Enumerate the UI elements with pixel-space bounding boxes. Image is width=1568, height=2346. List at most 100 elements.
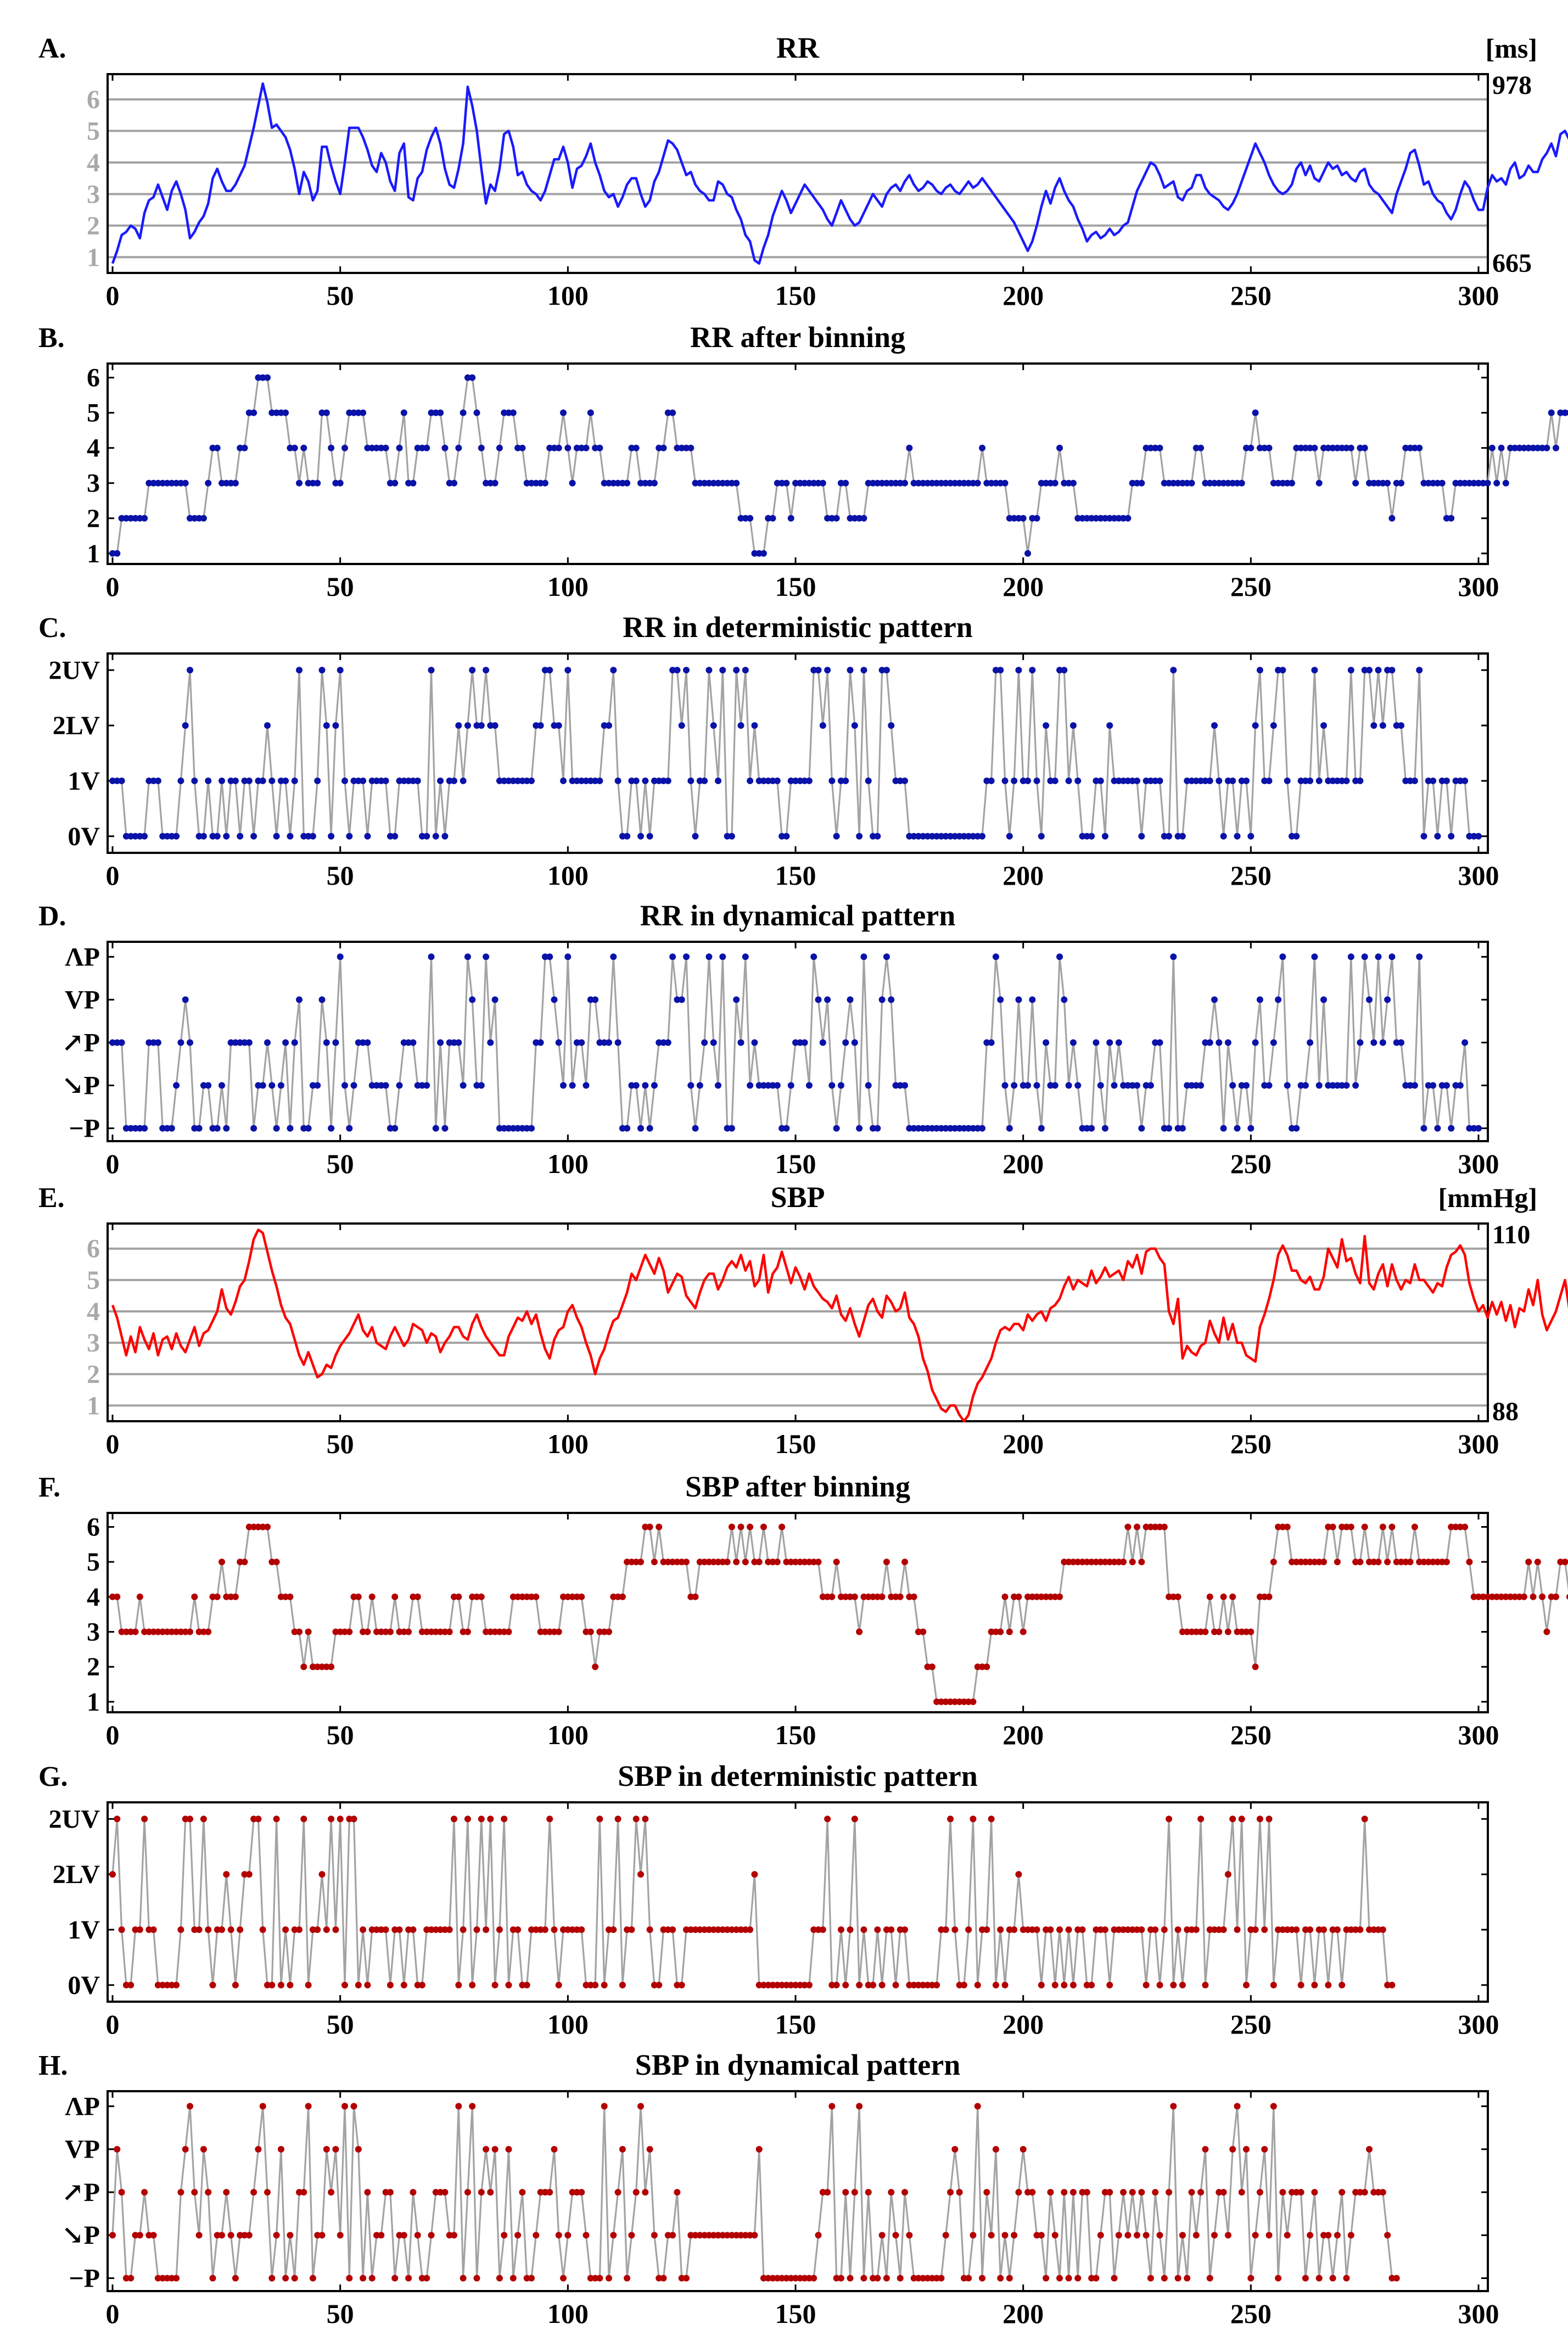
data-point: [769, 777, 776, 784]
data-point: [810, 953, 817, 960]
data-point: [282, 777, 289, 784]
data-point: [1220, 1926, 1227, 1933]
data-point: [997, 667, 1004, 674]
data-point: [1366, 1559, 1373, 1566]
data-point: [892, 2232, 899, 2239]
data-point: [1384, 667, 1391, 674]
data-point: [245, 1523, 253, 1531]
data-point: [469, 374, 476, 381]
data-point: [1366, 1926, 1373, 1933]
data-point: [974, 2103, 981, 2110]
data-point: [1166, 1593, 1173, 1600]
data-point: [1079, 1125, 1086, 1132]
data-point: [888, 996, 895, 1003]
data-point: [300, 1816, 307, 1823]
data-point: [464, 953, 471, 960]
data-point: [683, 1926, 690, 1933]
data-point: [437, 409, 444, 416]
y-tick-label: ↗P: [61, 1028, 100, 1057]
data-point: [291, 1628, 298, 1635]
data-point: [555, 444, 562, 451]
data-point: [847, 667, 854, 674]
data-point: [1279, 667, 1286, 674]
data-point: [200, 1816, 207, 1823]
data-point: [350, 409, 357, 416]
data-point: [245, 777, 253, 784]
data-point: [519, 1593, 526, 1600]
data-point: [1069, 1559, 1077, 1566]
data-point: [555, 1981, 562, 1988]
data-point: [942, 2232, 949, 2239]
data-point: [819, 479, 826, 487]
data-point: [350, 777, 357, 784]
data-point: [1161, 479, 1168, 487]
data-point: [519, 777, 526, 784]
data-point: [833, 2275, 840, 2282]
data-point: [191, 1593, 198, 1600]
data-point: [387, 479, 394, 487]
data-point: [1311, 1981, 1318, 1988]
panel-title: RR: [776, 31, 820, 64]
data-point: [250, 2189, 257, 2196]
data-point: [214, 833, 221, 840]
data-point: [1352, 1082, 1359, 1089]
data-point: [810, 1559, 817, 1566]
data-point: [373, 444, 380, 451]
data-point: [1065, 479, 1072, 487]
data-point: [355, 1039, 362, 1046]
data-point: [910, 1125, 917, 1132]
data-point: [569, 777, 576, 784]
data-point: [1024, 550, 1031, 557]
data-point: [1270, 479, 1277, 487]
data-point: [797, 1039, 804, 1046]
data-point: [1161, 833, 1168, 840]
data-point: [514, 777, 522, 784]
data-point: [947, 479, 954, 487]
data-point: [1388, 1523, 1396, 1531]
data-point: [683, 667, 690, 674]
data-point: [328, 1816, 335, 1823]
data-point: [1384, 479, 1391, 487]
data-point: [1311, 1559, 1318, 1566]
data-point: [1325, 1981, 1332, 1988]
data-point: [396, 1628, 403, 1635]
data-point: [1252, 409, 1259, 416]
data-point: [410, 777, 417, 784]
data-point: [924, 833, 931, 840]
data-point: [1388, 953, 1396, 960]
data-point: [1216, 777, 1223, 784]
data-point: [1033, 1082, 1040, 1089]
data-point: [1038, 2232, 1045, 2239]
data-point: [127, 833, 135, 840]
x-tick-label: 300: [1458, 2009, 1499, 2040]
data-point: [323, 1039, 330, 1046]
data-point: [478, 1816, 485, 1823]
data-point: [264, 2189, 271, 2196]
data-point: [1124, 777, 1132, 784]
data-point: [1179, 1125, 1186, 1132]
data-point: [906, 1125, 913, 1132]
data-point: [1402, 444, 1409, 451]
data-point: [437, 1039, 444, 1046]
data-point: [696, 1559, 703, 1566]
data-point: [1083, 833, 1090, 840]
data-point: [1457, 479, 1464, 487]
data-point: [368, 2275, 376, 2282]
data-point: [177, 1926, 184, 1933]
data-point: [391, 1926, 399, 1933]
data-point: [751, 1559, 758, 1566]
data-point: [177, 479, 184, 487]
data-point: [1129, 1559, 1136, 1566]
data-point: [1174, 1926, 1181, 1933]
data-point: [537, 2189, 544, 2196]
data-point: [1156, 1981, 1163, 1988]
data-point: [173, 479, 180, 487]
data-point: [1256, 667, 1263, 674]
data-point: [159, 479, 166, 487]
data-point: [1379, 1039, 1386, 1046]
data-point: [656, 777, 663, 784]
data-point: [1029, 2189, 1036, 2196]
data-point: [583, 1082, 590, 1089]
data-point: [569, 1593, 576, 1600]
data-point: [346, 1125, 353, 1132]
